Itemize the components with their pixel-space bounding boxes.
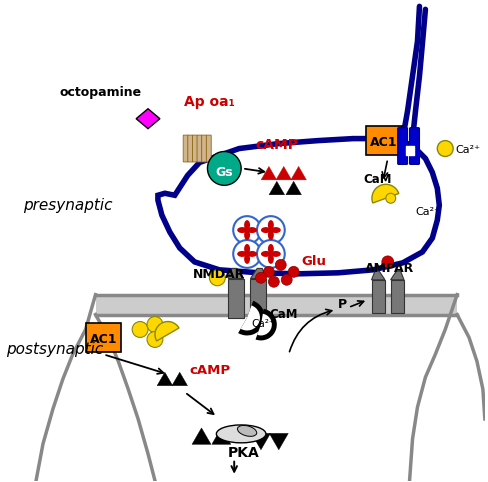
FancyBboxPatch shape [197,135,202,162]
Ellipse shape [247,251,257,257]
Circle shape [244,227,250,233]
Polygon shape [96,295,457,315]
Polygon shape [228,279,244,318]
Ellipse shape [216,425,266,443]
Polygon shape [250,268,266,279]
Ellipse shape [244,230,250,240]
Ellipse shape [237,251,247,257]
FancyBboxPatch shape [188,135,193,162]
Wedge shape [257,314,272,335]
Polygon shape [269,433,288,450]
FancyBboxPatch shape [409,128,420,164]
Ellipse shape [261,227,271,233]
Text: P: P [338,297,347,310]
Ellipse shape [268,230,274,240]
Text: AC1: AC1 [370,136,398,149]
Circle shape [268,227,274,233]
Ellipse shape [237,227,247,233]
Polygon shape [136,109,160,129]
Wedge shape [155,321,179,341]
Polygon shape [371,271,385,280]
Wedge shape [241,306,260,331]
Circle shape [257,240,285,268]
FancyBboxPatch shape [183,135,188,162]
Circle shape [147,317,163,333]
FancyBboxPatch shape [202,135,206,162]
Wedge shape [238,301,265,335]
FancyBboxPatch shape [192,135,197,162]
Polygon shape [390,271,404,280]
Polygon shape [286,181,302,195]
FancyBboxPatch shape [366,126,402,156]
Circle shape [386,193,396,203]
Circle shape [233,216,261,244]
Circle shape [256,272,266,283]
Polygon shape [158,139,439,274]
Circle shape [268,276,279,287]
Ellipse shape [247,227,257,233]
Wedge shape [256,309,277,340]
Ellipse shape [244,244,250,254]
Circle shape [132,321,148,337]
Text: postsynaptic: postsynaptic [6,342,103,357]
Circle shape [382,256,394,268]
Ellipse shape [261,251,271,257]
Text: Gs: Gs [216,166,233,179]
Polygon shape [390,280,404,313]
Polygon shape [157,372,173,386]
Text: PKA: PKA [227,446,259,460]
Circle shape [264,267,274,277]
Wedge shape [372,184,399,203]
Circle shape [233,240,261,268]
Polygon shape [276,166,291,180]
Circle shape [207,151,241,185]
Circle shape [147,332,163,348]
Polygon shape [269,181,285,195]
Circle shape [257,216,285,244]
Text: Ca²⁺: Ca²⁺ [251,320,274,330]
Ellipse shape [244,220,250,230]
Text: CaM: CaM [363,174,391,187]
Text: Ap oa₁: Ap oa₁ [184,95,235,109]
Text: cAMP: cAMP [190,364,231,377]
Polygon shape [251,433,270,450]
Ellipse shape [268,244,274,254]
FancyBboxPatch shape [206,135,211,162]
Polygon shape [212,428,231,444]
Ellipse shape [268,254,274,264]
FancyBboxPatch shape [398,128,407,164]
Text: AMPAR: AMPAR [365,262,414,275]
Text: cAMP: cAMP [255,137,298,151]
Polygon shape [192,428,211,444]
Ellipse shape [244,254,250,264]
Polygon shape [172,372,187,386]
Polygon shape [291,166,306,180]
Ellipse shape [271,227,281,233]
Circle shape [288,267,299,277]
Text: NMDAR: NMDAR [193,268,245,281]
Polygon shape [261,166,277,180]
FancyBboxPatch shape [85,322,121,352]
Text: CaM: CaM [269,308,297,321]
Ellipse shape [268,220,274,230]
Circle shape [268,251,274,257]
Text: Ca²⁺: Ca²⁺ [455,145,480,155]
Text: AC1: AC1 [90,333,117,346]
Text: Glu: Glu [302,255,326,268]
Circle shape [281,274,292,285]
Polygon shape [228,268,244,279]
Ellipse shape [238,426,257,436]
Polygon shape [371,280,385,313]
Circle shape [437,141,453,157]
Text: Ca²⁺: Ca²⁺ [415,207,441,217]
Polygon shape [250,279,266,318]
Text: octopamine: octopamine [60,86,142,99]
Text: presynaptic: presynaptic [23,198,113,213]
Circle shape [209,270,225,286]
Circle shape [275,259,286,270]
Ellipse shape [271,251,281,257]
Circle shape [244,251,250,257]
